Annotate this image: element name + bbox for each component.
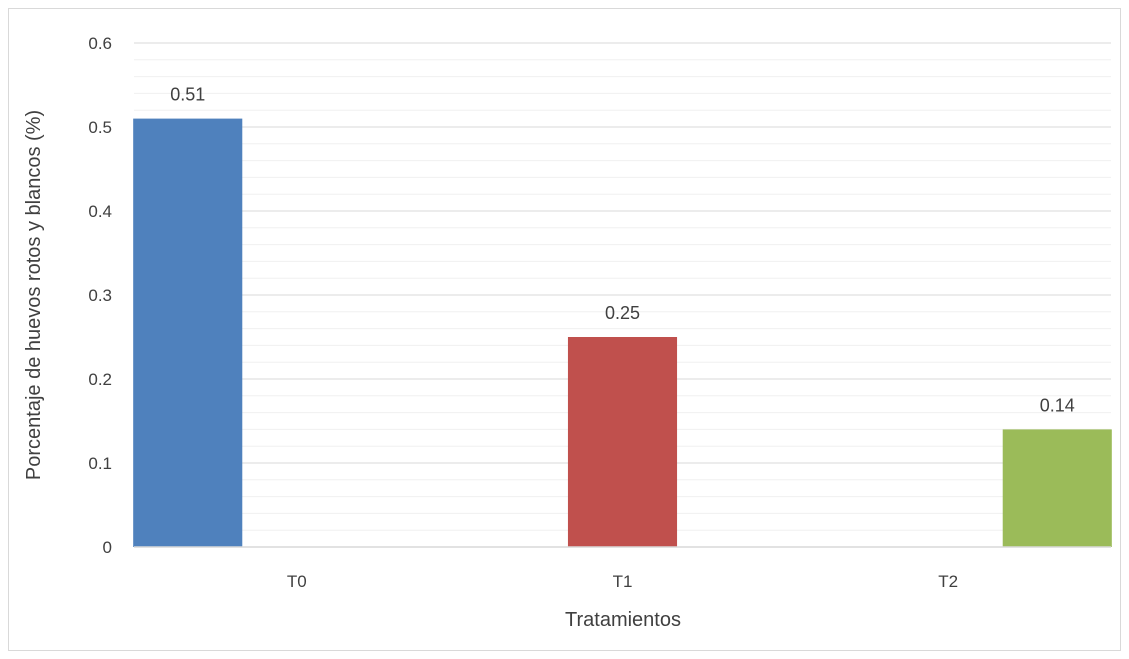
y-tick-label: 0.5 — [88, 118, 112, 137]
bars — [133, 118, 1112, 547]
y-axis-title: Porcentaje de huevos rotos y blancos (%) — [23, 110, 45, 480]
data-labels: 0.51 0.25 0.14 — [170, 85, 1075, 416]
bar-t2 — [1002, 429, 1112, 547]
data-label-t2: 0.14 — [1040, 395, 1075, 415]
y-tick-label: 0.3 — [88, 286, 112, 305]
bar-t1 — [567, 337, 678, 547]
y-tick-label: 0.6 — [88, 34, 112, 53]
x-axis-title: Tratamientos — [565, 609, 681, 631]
y-tick-label: 0.1 — [88, 454, 112, 473]
y-tick-label: 0.4 — [88, 202, 112, 221]
x-tick-label-t2: T2 — [938, 572, 958, 591]
x-axis-ticks: T0 T1 T2 — [287, 572, 958, 591]
data-label-t0: 0.51 — [170, 85, 205, 105]
x-tick-label-t1: T1 — [613, 572, 633, 591]
data-label-t1: 0.25 — [605, 303, 640, 323]
y-tick-label: 0 — [103, 538, 112, 557]
bar-t0 — [133, 118, 243, 547]
y-axis-ticks: 0 0.1 0.2 0.3 0.4 0.5 0.6 — [88, 34, 112, 557]
x-tick-label-t0: T0 — [287, 572, 307, 591]
y-tick-label: 0.2 — [88, 370, 112, 389]
